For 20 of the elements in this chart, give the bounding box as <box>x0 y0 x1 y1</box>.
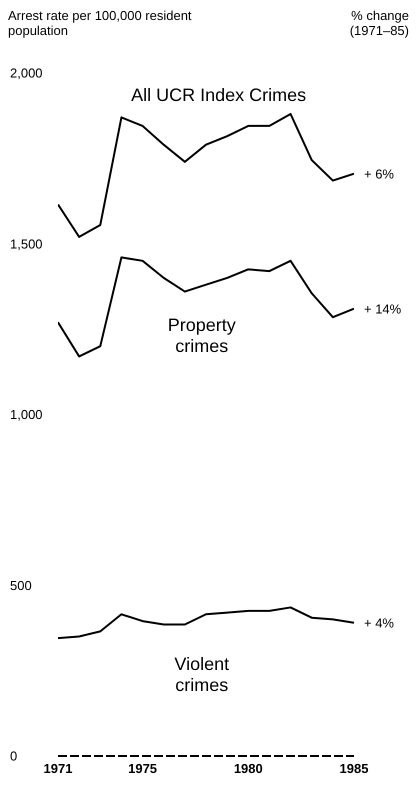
line-series <box>58 606 354 640</box>
y-tick-label: 2,000 <box>10 66 43 81</box>
text: + 14% <box>364 301 402 316</box>
y-tick-label: 0 <box>10 748 18 764</box>
series-label: Property crimes <box>166 315 237 358</box>
x-tick-label: 1975 <box>128 761 158 776</box>
text: % change (1971–85) <box>348 8 409 38</box>
line-series <box>58 112 354 238</box>
series-label: Violent crimes <box>173 654 230 696</box>
text: + 6% <box>364 166 394 182</box>
series-label: All UCR Index Crimes <box>130 84 308 106</box>
line-series <box>58 256 354 358</box>
x-tick-label: 1985 <box>340 761 368 776</box>
text: + 4% <box>364 615 394 630</box>
x-tick-label: 1980 <box>234 761 263 776</box>
y-tick-label: 500 <box>10 578 32 593</box>
x-tick-label: 1971 <box>44 761 72 776</box>
y-tick-label: 1,500 <box>10 236 43 252</box>
y-tick-label: 1,000 <box>10 407 43 422</box>
y-axis-title: Arrest rate per 100,000 resident population <box>8 8 193 38</box>
